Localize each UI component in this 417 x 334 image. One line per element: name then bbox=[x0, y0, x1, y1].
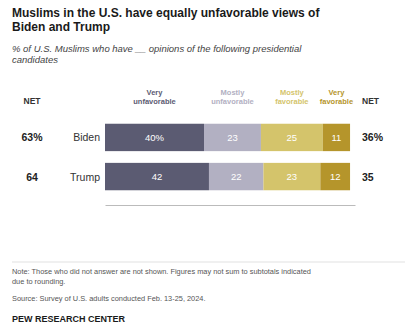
subtitle: % of U.S. Muslims who have __ opinions o… bbox=[12, 43, 302, 65]
category-label: Biden bbox=[73, 131, 100, 143]
net-value: 36% bbox=[362, 131, 384, 143]
title: Muslims in the U.S. have equally unfavor… bbox=[12, 6, 320, 34]
annotation: Note: Those who did not answer are not s… bbox=[12, 267, 311, 286]
net-value: 63% bbox=[21, 131, 43, 143]
data-label: 40% bbox=[145, 132, 165, 143]
net-value: 35 bbox=[362, 171, 374, 183]
bars bbox=[105, 124, 350, 191]
annotation: PEW RESEARCH CENTER bbox=[12, 314, 126, 324]
text-line: favorable bbox=[275, 97, 308, 106]
bar bbox=[209, 163, 263, 190]
text-line: Biden and Trump bbox=[12, 20, 110, 34]
bar bbox=[320, 163, 350, 190]
data-label: 11 bbox=[331, 132, 341, 143]
category-label: Trump bbox=[70, 171, 100, 183]
series-header: Veryfavorable bbox=[320, 88, 353, 106]
data-label: 25 bbox=[287, 132, 298, 143]
bar bbox=[323, 124, 350, 151]
text-line: Mostly bbox=[280, 88, 305, 97]
text-line: Note: Those who did not answer are not s… bbox=[12, 267, 311, 276]
bar bbox=[261, 124, 323, 151]
text-line: Very bbox=[147, 88, 164, 97]
net-value: 64 bbox=[26, 171, 38, 183]
x-axis bbox=[106, 205, 356, 206]
data-label: 23 bbox=[287, 171, 298, 182]
text-line: due to rounding. bbox=[12, 277, 65, 286]
text-line: Muslims in the U.S. have equally unfavor… bbox=[12, 6, 320, 20]
separator bbox=[12, 262, 405, 263]
text-line: Very bbox=[329, 88, 346, 97]
bar bbox=[204, 124, 261, 151]
series-header: Veryunfavorable bbox=[133, 88, 176, 106]
text-line: unfavorable bbox=[133, 97, 176, 106]
text-line: PEW RESEARCH CENTER bbox=[12, 314, 126, 324]
data-label: 22 bbox=[231, 171, 242, 182]
bar bbox=[105, 124, 204, 151]
text-line: Source: Survey of U.S. adults conducted … bbox=[12, 294, 206, 303]
series-header: Mostlyfavorable bbox=[275, 88, 308, 106]
annotation: Source: Survey of U.S. adults conducted … bbox=[12, 294, 206, 303]
series-header: Mostlyunfavorable bbox=[211, 88, 254, 106]
text-line: % of U.S. Muslims who have __ opinions o… bbox=[12, 43, 302, 54]
text-line: Mostly bbox=[221, 88, 246, 97]
net-header: NET bbox=[24, 96, 42, 106]
data-label: 42 bbox=[152, 171, 163, 182]
bar bbox=[263, 163, 320, 190]
chart: Muslims in the U.S. have equally unfavor… bbox=[0, 0, 417, 334]
bar bbox=[105, 163, 209, 190]
net-header: NET bbox=[362, 96, 380, 106]
text-line: candidates bbox=[12, 54, 58, 65]
data-label: 12 bbox=[330, 171, 341, 182]
text-line: favorable bbox=[320, 97, 353, 106]
text-line: unfavorable bbox=[211, 97, 254, 106]
axis-line bbox=[106, 205, 356, 206]
data-label: 23 bbox=[227, 132, 238, 143]
